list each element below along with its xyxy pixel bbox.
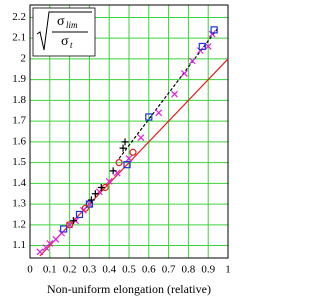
numerator-sub: lim [66,20,78,30]
x-tick-label: 0.3 [83,264,97,276]
x-marker [46,240,54,247]
square-marker [60,225,68,233]
x-tick-label: 0.4 [102,264,116,276]
x-marker [58,229,66,237]
plus-marker [97,183,105,191]
denominator: σ [61,34,69,49]
x-tick-label: 0.5 [122,264,136,276]
x-tick-label: 0.6 [142,264,156,276]
plus-marker [119,144,127,152]
plus-marker [70,217,78,225]
plus-marker [91,190,99,198]
y-tick-label: 1.3 [12,198,26,210]
y-tick-label: 1.5 [12,156,26,168]
plus-marker [109,167,117,175]
x-axis-label: Non-uniform elongation (relative) [47,282,211,296]
y-tick-label: 1.8 [12,94,26,106]
square-marker [85,200,94,208]
square-marker [210,26,218,34]
plus-marker [121,138,129,146]
square-marker [123,161,131,169]
x-tick-label: 0.7 [162,264,176,276]
y-tick-label: 1.6 [12,135,26,147]
y-tick-label: 2 [21,52,27,64]
y-tick-label: 1.2 [12,218,26,230]
y-tick-label: 1.7 [12,115,26,127]
circle-marker [129,148,137,156]
circle-marker [65,221,74,229]
x-marker [196,47,204,55]
x-tick-label: 1 [225,264,231,276]
y-tick-label: 2.2 [12,11,26,23]
circle-marker [115,159,123,167]
y-tick-label: 1.4 [12,177,26,189]
x-tick-label: 0.8 [182,264,196,276]
x-tick-label: 0 [27,264,33,276]
square-marker [145,113,153,121]
x-marker [52,235,60,243]
x-tick-label: 0.9 [201,264,215,276]
sqrt-sign [36,11,92,51]
x-marker [155,109,163,117]
x-tick-label: 0.2 [63,264,77,276]
plot-frame [29,4,229,259]
chart: 0 0.1 0.2 0.3 0.4 0.5 0.6 0.7 0.8 0.9 1 1.1 1.2 1.3 1.… [12,4,231,296]
y-tick-label: 1.9 [12,73,26,85]
y-tick-label: 2.1 [12,32,26,44]
x-marker [105,177,113,185]
x-marker [36,248,44,256]
x-marker [208,30,216,38]
plot: 0 0.1 0.2 0.3 0.4 0.5 0.6 0.7 0.8 0.9 1 1.1 1.2 1.3 1.… [12,4,231,276]
square-marker [198,42,206,51]
x-marker [137,134,145,142]
denominator-sub: t [70,40,73,50]
x-marker [125,155,133,162]
y-tick-label: 1.1 [12,239,26,251]
x-marker [181,70,188,77]
numerator: σ [57,14,65,29]
square-marker [75,210,84,219]
x-marker [171,90,178,98]
x-marker [204,43,212,50]
plus-marker [87,196,95,204]
x-marker [188,57,196,65]
circle-marker [81,204,90,212]
x-tick-label: 0.1 [43,264,57,276]
